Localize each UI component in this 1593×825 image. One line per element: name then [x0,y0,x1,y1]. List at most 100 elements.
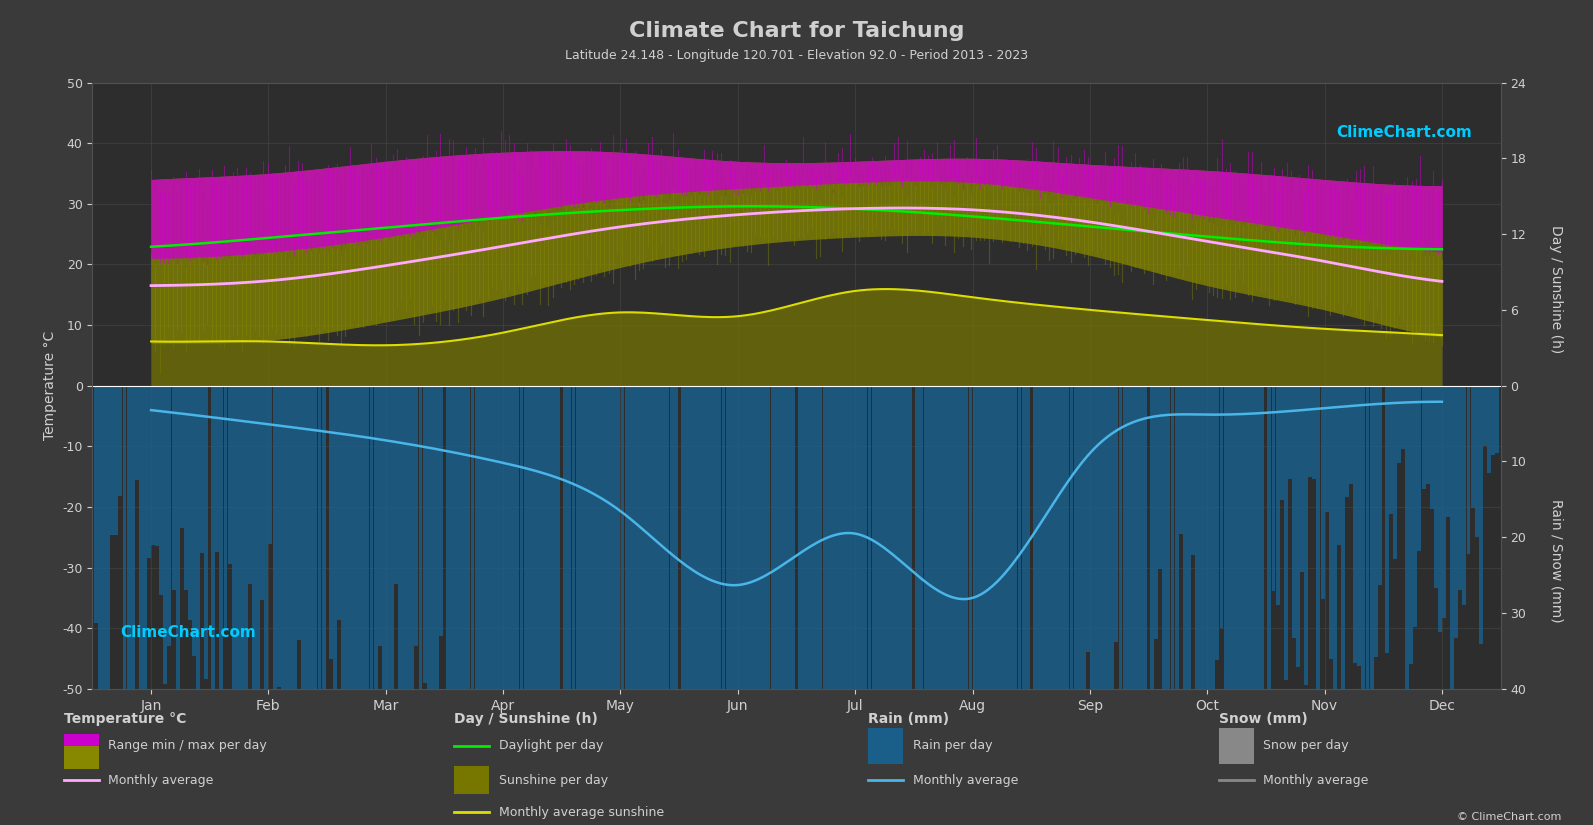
Bar [1098,386,1102,825]
Bar [1450,386,1454,695]
Bar [977,386,981,825]
Bar [159,386,162,595]
Bar [935,386,940,825]
Bar [269,386,272,544]
Bar [575,386,580,825]
Bar [798,386,801,825]
Bar [1329,386,1333,659]
Bar [548,386,553,757]
Bar [746,386,750,825]
Bar [107,386,110,714]
Bar [483,386,487,825]
Bar [989,386,992,825]
Bar [624,386,629,825]
Bar [495,386,499,825]
Bar [1018,386,1021,825]
Bar [462,386,467,825]
Text: Day / Sunshine (h): Day / Sunshine (h) [454,713,597,727]
Bar [357,386,362,825]
Bar [131,386,135,757]
Bar [709,386,714,825]
Bar [435,386,438,825]
Bar [948,386,953,825]
Bar [1276,386,1279,605]
Bar [1150,386,1153,825]
Bar [1297,386,1300,667]
Bar [1434,386,1438,588]
Bar [685,386,688,825]
Text: ClimeChart.com: ClimeChart.com [1337,125,1472,140]
Bar [604,386,609,825]
Bar [1292,386,1297,639]
Bar [840,386,843,825]
Bar [204,386,209,680]
Bar [1102,386,1106,825]
Bar [1333,386,1337,752]
Bar [1475,386,1478,537]
Text: Range min / max per day: Range min / max per day [108,739,268,752]
Bar [123,386,126,822]
Bar [503,386,507,691]
Bar [1110,386,1115,825]
Bar [774,386,779,825]
Bar [519,386,524,825]
Text: © ClimeChart.com: © ClimeChart.com [1456,813,1561,823]
Bar [1365,386,1370,735]
Bar [814,386,819,825]
Bar [374,386,378,825]
Bar [1106,386,1110,825]
Bar [1134,386,1139,825]
Bar [64,746,99,769]
Bar [188,386,191,620]
Bar [322,386,325,825]
Bar [1426,386,1429,484]
Bar [612,386,616,825]
Bar [669,386,674,825]
Bar [1418,386,1421,551]
Bar [827,386,830,825]
Bar [193,386,196,656]
Bar [1413,386,1418,627]
Bar [847,386,851,825]
Bar [1478,386,1483,644]
Bar [118,386,123,496]
Bar [333,386,336,756]
Bar [868,728,903,764]
Bar [454,766,489,794]
Bar [830,386,835,825]
Bar [183,386,188,590]
Bar [961,386,964,825]
Text: Monthly average: Monthly average [108,774,213,787]
Bar [1300,386,1305,572]
Bar [637,386,640,825]
Bar [855,386,859,825]
Bar [1496,386,1499,454]
Bar [102,386,107,767]
Bar [507,386,511,796]
Bar [139,386,143,825]
Bar [758,386,763,825]
Bar [296,386,301,640]
Bar [419,386,422,825]
Bar [467,386,470,825]
Bar [1446,386,1450,516]
Bar [680,386,685,825]
Bar [1219,728,1254,764]
Bar [288,386,293,825]
Bar [314,386,317,825]
Text: Snow per day: Snow per day [1263,739,1349,752]
Bar [884,386,887,825]
Bar [1000,386,1005,825]
Bar [1486,386,1491,474]
Bar [1123,386,1126,825]
Text: Daylight per day: Daylight per day [499,739,604,752]
Bar [1203,386,1207,825]
Bar [406,386,411,825]
Bar [811,386,814,825]
Bar [897,386,900,825]
Bar [527,386,532,825]
Bar [1349,386,1352,484]
Bar [1200,386,1203,825]
Bar [252,386,256,825]
Bar [1126,386,1131,825]
